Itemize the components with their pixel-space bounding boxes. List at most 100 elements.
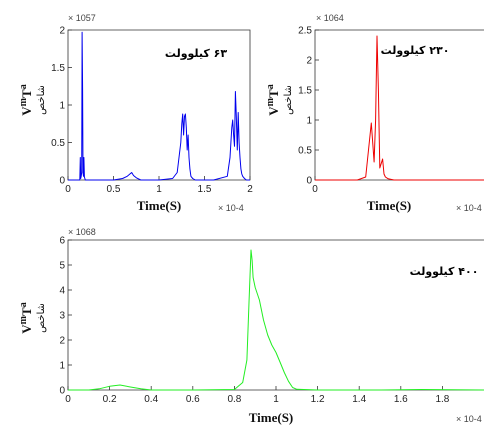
data-point-230kv <box>427 179 428 180</box>
y-tick-label-230kv: 0.5 <box>298 146 312 157</box>
data-point-63kv <box>249 179 250 180</box>
data-point-63kv <box>80 157 81 158</box>
y-tick-label-230kv: 1 <box>306 116 312 127</box>
data-point-400kv <box>252 259 253 260</box>
y-tick-label-230kv: 0 <box>306 176 312 187</box>
x-tick-label-63kv: 1 <box>156 184 162 195</box>
data-point-63kv <box>236 116 237 117</box>
data-point-63kv <box>241 173 242 174</box>
data-point-400kv <box>421 389 422 390</box>
ylabel-sup2-63kv: a <box>18 84 29 89</box>
x-tick-label-400kv: 1.2 <box>311 394 325 405</box>
ylabel-sup1-400kv: m <box>18 315 29 324</box>
data-point-63kv <box>233 134 234 135</box>
x-tick-label-63kv: 0 <box>65 184 71 195</box>
data-point-63kv <box>237 149 238 150</box>
data-point-63kv <box>189 168 190 169</box>
data-point-63kv <box>81 172 82 173</box>
data-point-230kv <box>375 119 376 120</box>
data-point-63kv <box>195 179 196 180</box>
data-point-230kv <box>374 161 375 162</box>
x-exponent-400kv: × 10-4 <box>456 414 482 424</box>
y-tick-label-400kv: 0 <box>59 386 65 397</box>
annotation-63kv: ۶۳ کیلوولت <box>165 47 227 60</box>
data-point-400kv <box>255 287 256 288</box>
data-point-63kv <box>244 178 245 179</box>
y-axis-label-400kv: VmTa <box>18 302 34 333</box>
data-point-400kv <box>88 389 89 390</box>
x-axis-label-230kv: Time(S) <box>367 198 412 213</box>
data-point-400kv <box>140 388 141 389</box>
x-tick-label-400kv: 0.6 <box>186 394 200 405</box>
data-point-63kv <box>242 176 243 177</box>
ylabel-main-63kv: V <box>19 106 34 116</box>
data-point-230kv <box>368 149 369 150</box>
data-point-63kv <box>239 157 240 158</box>
data-point-63kv <box>188 157 189 158</box>
ylabel-sub-400kv: T <box>19 307 34 316</box>
x-tick-label-400kv: 0 <box>65 394 71 405</box>
y-tick-label-400kv: 2 <box>59 336 65 347</box>
data-point-63kv <box>229 157 230 158</box>
data-point-63kv <box>187 149 188 150</box>
data-point-63kv <box>83 157 84 158</box>
data-point-63kv <box>227 176 228 177</box>
data-point-63kv <box>185 113 186 114</box>
data-point-63kv <box>180 142 181 143</box>
x-axis-label-63kv: Time(S) <box>137 198 182 213</box>
data-point-400kv <box>288 381 289 382</box>
ylabel-main-400kv: V <box>19 324 34 334</box>
x-tick-label-63kv: 2 <box>247 184 253 195</box>
data-point-400kv <box>119 384 120 385</box>
data-point-63kv <box>129 173 130 174</box>
svg-text:VmTa: VmTa <box>18 84 34 115</box>
data-point-230kv <box>383 173 384 174</box>
data-point-400kv <box>263 319 264 320</box>
y-tick-label-230kv: 1.5 <box>298 86 312 97</box>
data-point-63kv <box>234 146 235 147</box>
data-point-400kv <box>259 299 260 300</box>
data-point-230kv <box>371 122 372 123</box>
data-point-63kv <box>231 127 232 128</box>
ylabel-sup1-63kv: m <box>18 97 29 106</box>
data-point-63kv <box>182 113 183 114</box>
data-point-400kv <box>250 249 251 250</box>
data-point-400kv <box>242 382 243 383</box>
data-point-63kv <box>158 179 159 180</box>
data-point-400kv <box>271 344 272 345</box>
data-point-230kv <box>393 179 394 180</box>
ylabel-sup2-230kv: a <box>265 84 276 89</box>
data-point-63kv <box>136 177 137 178</box>
y-tick-label-63kv: 0.5 <box>51 138 65 149</box>
annotation-400kv: ۴۰۰ کیلوولت <box>410 265 479 278</box>
data-point-63kv <box>190 176 191 177</box>
axes-400kv: 0 0.2 0.4 0.6 0.8 1 1.2 1.4 1.6 1.8 0 1 2 3 4 5 6 <box>59 236 484 405</box>
ylabel-sub-230kv: T <box>266 89 281 98</box>
data-point-400kv <box>130 386 131 387</box>
data-point-63kv <box>77 179 78 180</box>
data-point-230kv <box>376 35 377 36</box>
data-point-63kv <box>183 134 184 135</box>
data-point-230kv <box>382 158 383 159</box>
data-point-230kv <box>314 179 315 180</box>
data-point-63kv <box>122 178 123 179</box>
data-point-400kv <box>192 389 193 390</box>
chart-63kv: 0 0.5 1 1.5 2 0 0.5 1 1.5 2 × 1057 × 10-4 Time(S)… <box>18 13 253 213</box>
data-point-63kv <box>181 123 182 124</box>
x-tick-label-400kv: 1.6 <box>394 394 408 405</box>
data-point-230kv <box>357 179 358 180</box>
data-point-400kv <box>284 372 285 373</box>
y-tick-label-63kv: 1.5 <box>51 63 65 74</box>
y-tick-label-400kv: 4 <box>59 286 65 297</box>
data-point-63kv <box>240 168 241 169</box>
data-point-63kv <box>232 119 233 120</box>
y-tick-label-230kv: 2.5 <box>298 26 312 37</box>
axes-frame-400kv <box>67 239 484 391</box>
x-exponent-230kv: × 10-4 <box>456 203 482 213</box>
data-point-63kv <box>79 179 80 180</box>
ylabel-sub-63kv: T <box>19 89 34 98</box>
x-tick-label-400kv: 0.8 <box>227 394 241 405</box>
y-axis-label-63kv: VmTa <box>18 84 34 115</box>
data-point-63kv <box>238 112 239 113</box>
